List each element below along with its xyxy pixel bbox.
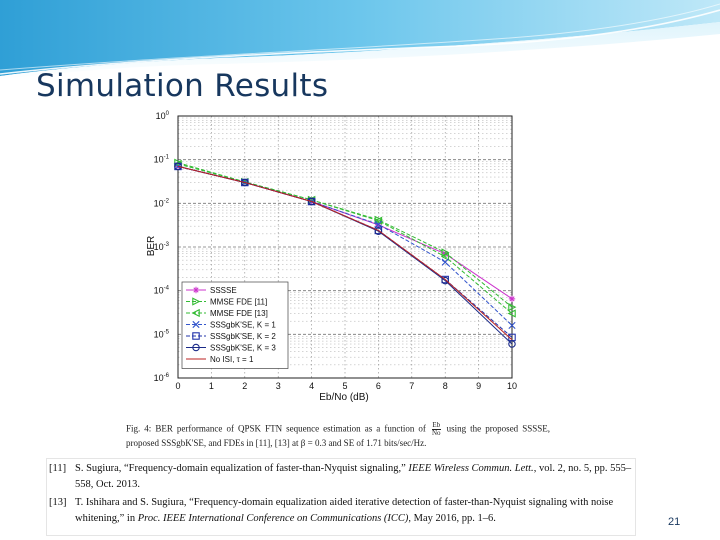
legend-marker: [192, 297, 201, 306]
reference-number: [11]: [49, 463, 67, 474]
y-axis-label: BER: [146, 236, 157, 257]
reference-number: [13]: [49, 497, 67, 508]
slide-banner-decoration: [0, 0, 720, 80]
x-tick-label: 10: [507, 381, 517, 391]
data-point: [507, 309, 516, 318]
y-tick-label: 10-5: [154, 329, 170, 339]
y-tick-label: 100: [156, 111, 170, 121]
legend-label: SSSSE: [210, 286, 237, 295]
legend-label: SSSgbK'SE, K = 2: [210, 332, 276, 341]
caption-fraction: Eb No: [431, 421, 441, 437]
legend-marker: [192, 332, 200, 340]
data-point: [441, 258, 449, 266]
plot-frame: [177, 115, 513, 379]
x-tick-label: 6: [376, 381, 381, 391]
y-tick-label: 10-2: [154, 198, 170, 208]
data-point: [441, 276, 449, 285]
data-point: [440, 252, 449, 261]
x-tick-label: 0: [175, 381, 180, 391]
slide-title: Simulation Results: [36, 68, 329, 104]
x-axis-label: Eb/No (dB): [319, 392, 368, 403]
figure: 0 1 2 3 4 5 6 7 8 9 10 100 10-1 10-2 10-3 10-4 10-5 10-6…: [120, 104, 552, 460]
data-point: [508, 295, 516, 303]
x-tick-label: 2: [242, 381, 247, 391]
figure-caption: Fig. 4: BER performance of QPSK FTN sequ…: [126, 422, 550, 449]
data-point: [241, 178, 249, 187]
x-tick-label: 4: [309, 381, 314, 391]
x-tick-label: 1: [209, 381, 214, 391]
x-tick-label: 7: [409, 381, 414, 391]
legend-label: MMSE FDE [13]: [210, 309, 268, 318]
reference-text: T. Ishihara and S. Sugiura, “Frequency-d…: [75, 497, 614, 524]
data-point: [441, 248, 450, 257]
data-point: [373, 216, 383, 225]
y-tick-label: 10-1: [154, 155, 170, 165]
series-group: [173, 158, 517, 348]
data-point: [508, 321, 516, 330]
reference-details: , vol. 2, no. 5, pp. 555–558, Oct. 2013.: [75, 463, 632, 490]
data-point: [508, 303, 517, 312]
legend-label: No ISI, τ = 1: [210, 355, 254, 364]
data-point: [307, 197, 316, 206]
data-point: [174, 162, 182, 171]
y-tick-label: 10-4: [154, 286, 170, 296]
data-point: [374, 220, 382, 228]
page-number: 21: [668, 516, 681, 528]
data-point: [508, 340, 516, 348]
data-point: [374, 227, 383, 235]
ber-chart: 0 1 2 3 4 5 6 7 8 9 10 100 10-1 10-2 10-3 10-4 10-5 10-6…: [146, 111, 517, 403]
reference-text: S. Sugiura, “Frequency-domain equalizati…: [75, 463, 406, 474]
legend-label: SSSgbK'SE, K = 1: [210, 321, 276, 330]
x-tick-labels: 0 1 2 3 4 5 6 7 8 9 10: [175, 381, 517, 391]
x-tick-label: 9: [476, 381, 481, 391]
reference-venue: IEEE Wireless Commun. Lett.: [408, 463, 534, 474]
caption-text-after: using the proposed SSSSE, proposed SSSgb…: [126, 423, 551, 448]
legend-box: [181, 281, 289, 369]
y-tick-label: 10-3: [154, 242, 170, 252]
caption-fig-label: Fig. 4:: [126, 423, 152, 434]
legend-label: MMSE FDE [11]: [210, 298, 267, 307]
x-tick-label: 3: [276, 381, 281, 391]
legend-marker: [191, 308, 200, 318]
reference-venue: Proc. IEEE International Conference on C…: [137, 513, 409, 524]
legend-marker: [192, 286, 200, 294]
references: [11] S. Sugiura, “Frequency-domain equal…: [46, 458, 636, 536]
x-tick-label: 8: [443, 381, 448, 391]
series-line: [177, 165, 513, 341]
series-line: [177, 163, 513, 314]
reference-details: , May 2016, pp. 1–6.: [408, 513, 496, 524]
x-tick-label: 5: [342, 381, 347, 391]
y-tick-label: 10-6: [154, 373, 170, 383]
caption-frac-den: No: [431, 429, 441, 437]
y-tick-labels: 100 10-1 10-2 10-3 10-4 10-5 10-6: [154, 111, 170, 383]
legend: SSSSE MMSE FDE [11] MMSE FDE [13] SSSgbK'SE…: [181, 281, 289, 369]
caption-frac-num: Eb: [431, 421, 441, 430]
plot-border: [177, 115, 513, 379]
reference-item: [11] S. Sugiura, “Frequency-domain equal…: [47, 461, 635, 493]
legend-label: SSSgbK'SE, K = 3: [210, 344, 276, 353]
legend-marker: [192, 343, 200, 352]
caption-text-before: BER performance of QPSK FTN sequence est…: [155, 423, 426, 434]
reference-item: [13] T. Ishihara and S. Sugiura, “Freque…: [47, 495, 635, 527]
legend-marker: [192, 320, 200, 329]
